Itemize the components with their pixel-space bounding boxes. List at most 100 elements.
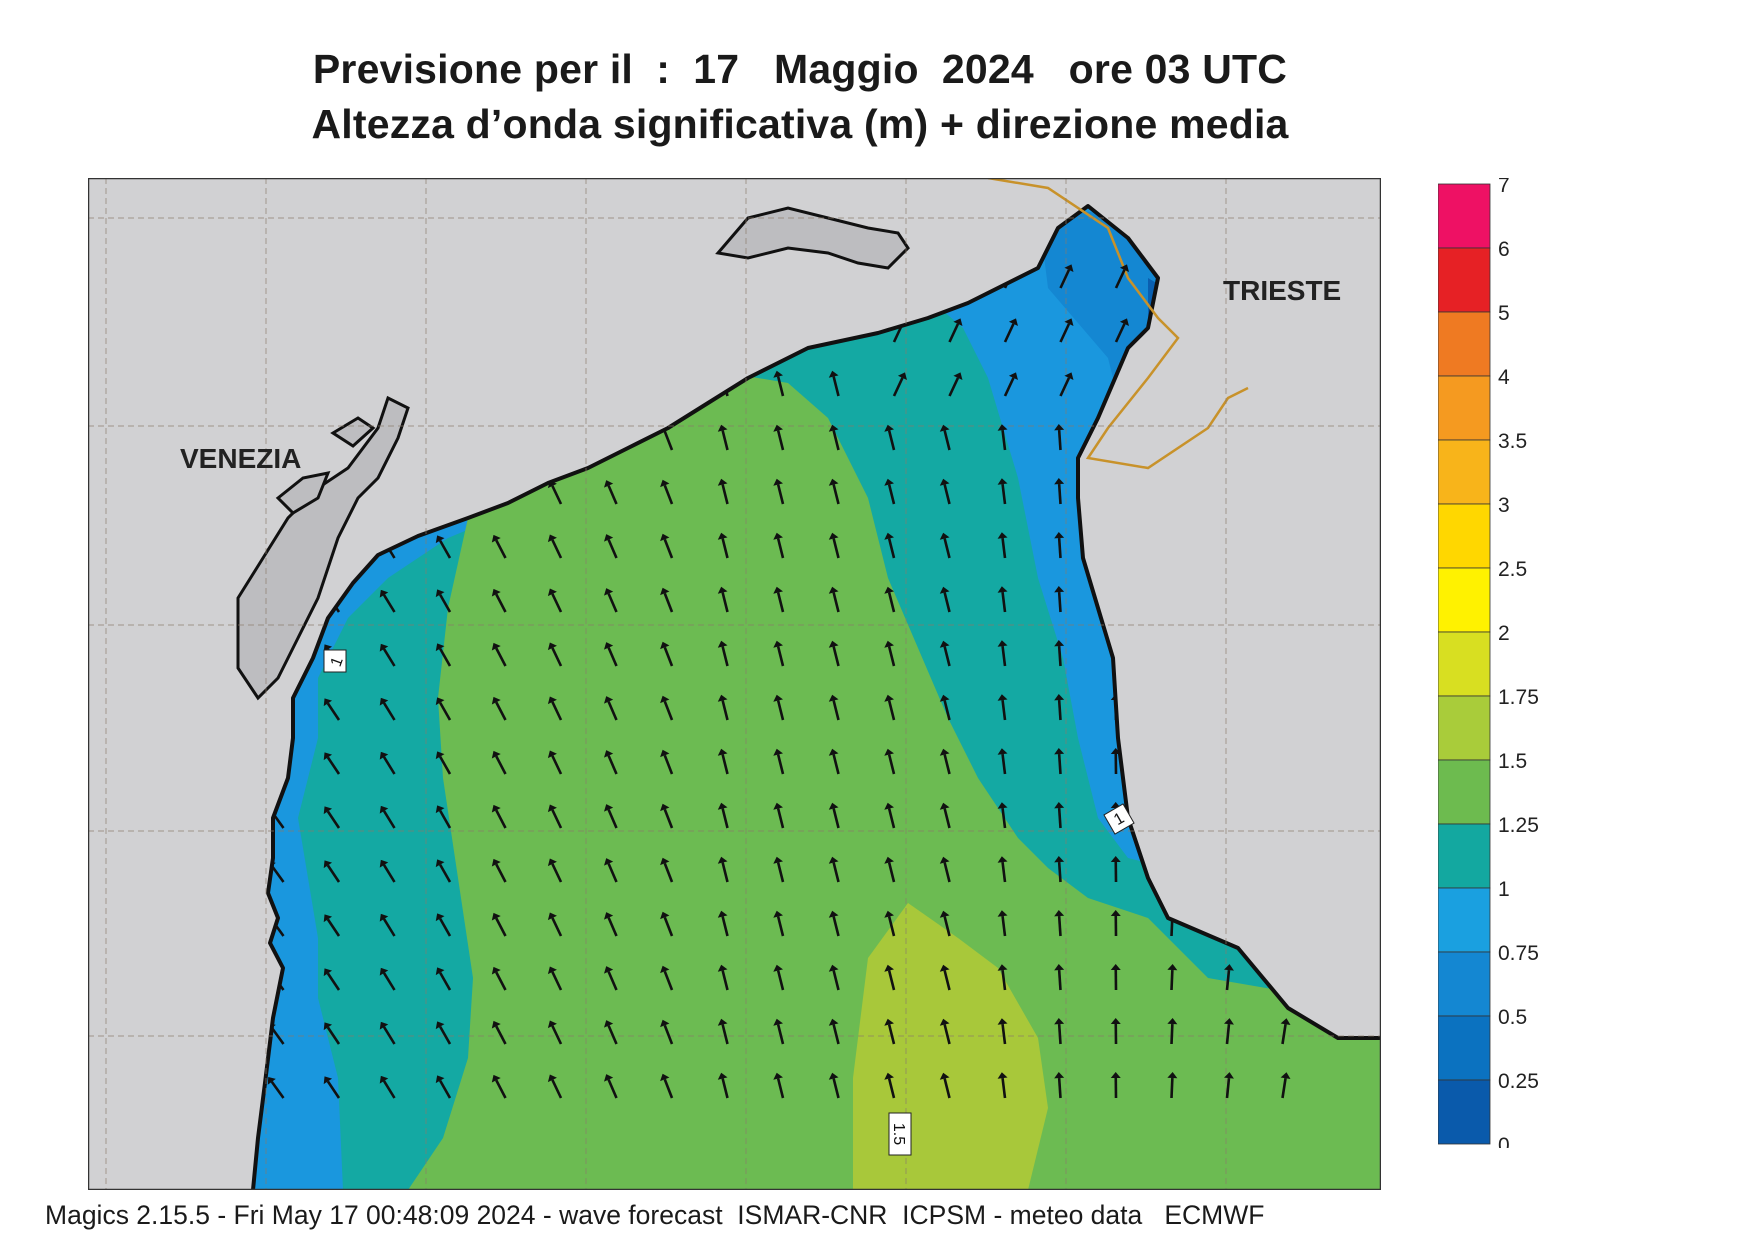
grado-lagoon — [715, 206, 910, 270]
direction-arrow — [997, 478, 1008, 505]
direction-arrow — [1054, 478, 1065, 505]
direction-arrow — [491, 1074, 507, 1099]
band-125-15 — [408, 373, 1381, 1190]
direction-arrow — [1054, 586, 1065, 613]
direction-arrow — [892, 372, 907, 397]
direction-arrow — [884, 586, 896, 613]
legend-swatch — [1438, 247, 1491, 313]
direction-arrow — [435, 643, 452, 667]
direction-arrow — [379, 643, 396, 667]
direction-arrow — [1054, 1018, 1065, 1045]
legend-tick-label: 1 — [1498, 878, 1510, 901]
direction-arrow — [884, 964, 896, 991]
direction-arrow — [939, 856, 951, 883]
legend-ticks: 7 6 5 4 3.5 3 2.5 2 1.75 1.5 1.25 1 0.75 0.5 0.25 0 — [1498, 178, 1539, 1148]
legend-tick-label: 4 — [1498, 366, 1510, 389]
color-legend: 7 6 5 4 3.5 3 2.5 2 1.75 1.5 1.25 1 0.75 0.5 0.25 0 — [1438, 178, 1539, 1148]
direction-arrow — [547, 750, 563, 775]
legend-tick-label: 0.75 — [1498, 942, 1539, 965]
direction-arrow — [1003, 372, 1018, 397]
direction-arrow — [547, 912, 563, 937]
map-frame — [88, 178, 1381, 1190]
direction-arrow — [828, 748, 840, 775]
direction-arrow — [323, 806, 341, 829]
direction-arrow — [604, 1020, 618, 1045]
direction-arrow — [773, 694, 785, 721]
direction-arrow — [948, 318, 963, 343]
legend-swatch — [1438, 695, 1491, 761]
direction-arrow — [1167, 1018, 1178, 1045]
direction-arrow — [547, 480, 563, 505]
legend-swatch — [1438, 759, 1491, 825]
direction-arrow — [323, 914, 341, 937]
direction-arrow — [491, 642, 507, 667]
direction-arrow — [604, 696, 618, 721]
direction-arrow — [773, 586, 785, 613]
direction-arrow — [547, 696, 563, 721]
title-line-1: Previsione per il : 17 Maggio 2024 ore 0… — [312, 46, 1288, 92]
direction-arrow — [660, 695, 674, 721]
direction-arrow — [491, 804, 507, 829]
direction-arrow — [939, 802, 951, 829]
direction-arrow — [1054, 748, 1065, 775]
direction-arrow — [323, 1076, 341, 1099]
direction-arrow — [435, 913, 452, 937]
legend-swatch — [1438, 1015, 1491, 1081]
direction-arrow — [828, 424, 840, 451]
direction-arrow — [884, 478, 896, 505]
direction-arrow — [997, 586, 1008, 613]
direction-arrow — [773, 856, 785, 883]
contour-label-1-5: 1.5 — [888, 1112, 912, 1156]
contour-label-1-east: 1 — [1103, 803, 1135, 835]
direction-arrow — [379, 967, 396, 991]
direction-arrow — [1167, 1072, 1178, 1099]
direction-arrow — [491, 534, 507, 559]
direction-arrow — [828, 1072, 840, 1099]
direction-arrow — [1110, 748, 1121, 775]
legend-swatch — [1438, 183, 1491, 249]
direction-arrow — [547, 534, 563, 559]
direction-arrow — [379, 751, 396, 775]
direction-arrow — [1054, 1072, 1065, 1099]
direction-arrow — [660, 857, 674, 883]
direction-arrow — [435, 751, 452, 775]
direction-arrow — [997, 532, 1008, 559]
direction-arrow — [884, 532, 896, 559]
direction-arrow — [939, 694, 951, 721]
legend-swatch — [1438, 311, 1491, 377]
direction-arrow — [547, 858, 563, 883]
direction-arrow — [604, 912, 618, 937]
direction-arrow — [717, 586, 729, 613]
legend-tick-label: 0 — [1498, 1134, 1510, 1148]
direction-arrow — [717, 1018, 729, 1045]
legend-tick-label: 1.25 — [1498, 814, 1539, 837]
title-line-2: Altezza d’onda significativa (m) + direz… — [311, 101, 1289, 147]
direction-arrow — [884, 910, 896, 937]
direction-arrow — [884, 640, 896, 667]
direction-arrow — [773, 910, 785, 937]
direction-arrow — [660, 587, 674, 613]
direction-arrow — [379, 859, 396, 883]
direction-arrow — [773, 424, 785, 451]
direction-arrow — [435, 697, 452, 721]
direction-arrow — [997, 964, 1008, 991]
direction-arrow — [547, 1074, 563, 1099]
direction-arrow — [717, 748, 729, 775]
direction-arrow — [884, 424, 896, 451]
direction-arrow — [1223, 1018, 1234, 1045]
legend-tick-label: 6 — [1498, 238, 1510, 261]
direction-arrow — [379, 1021, 396, 1045]
legend-tick-label: 1.5 — [1498, 750, 1527, 773]
direction-arrow — [660, 1019, 674, 1045]
direction-arrow — [491, 912, 507, 937]
direction-arrow — [604, 534, 618, 559]
direction-arrow — [884, 694, 896, 721]
venice-lagoon — [236, 395, 410, 701]
direction-arrow — [491, 858, 507, 883]
direction-arrow — [939, 478, 951, 505]
legend-tick-label: 3 — [1498, 494, 1510, 517]
legend-tick-label: 2.5 — [1498, 558, 1527, 581]
direction-arrow — [828, 856, 840, 883]
direction-arrow — [323, 752, 341, 775]
direction-arrow — [547, 588, 563, 613]
